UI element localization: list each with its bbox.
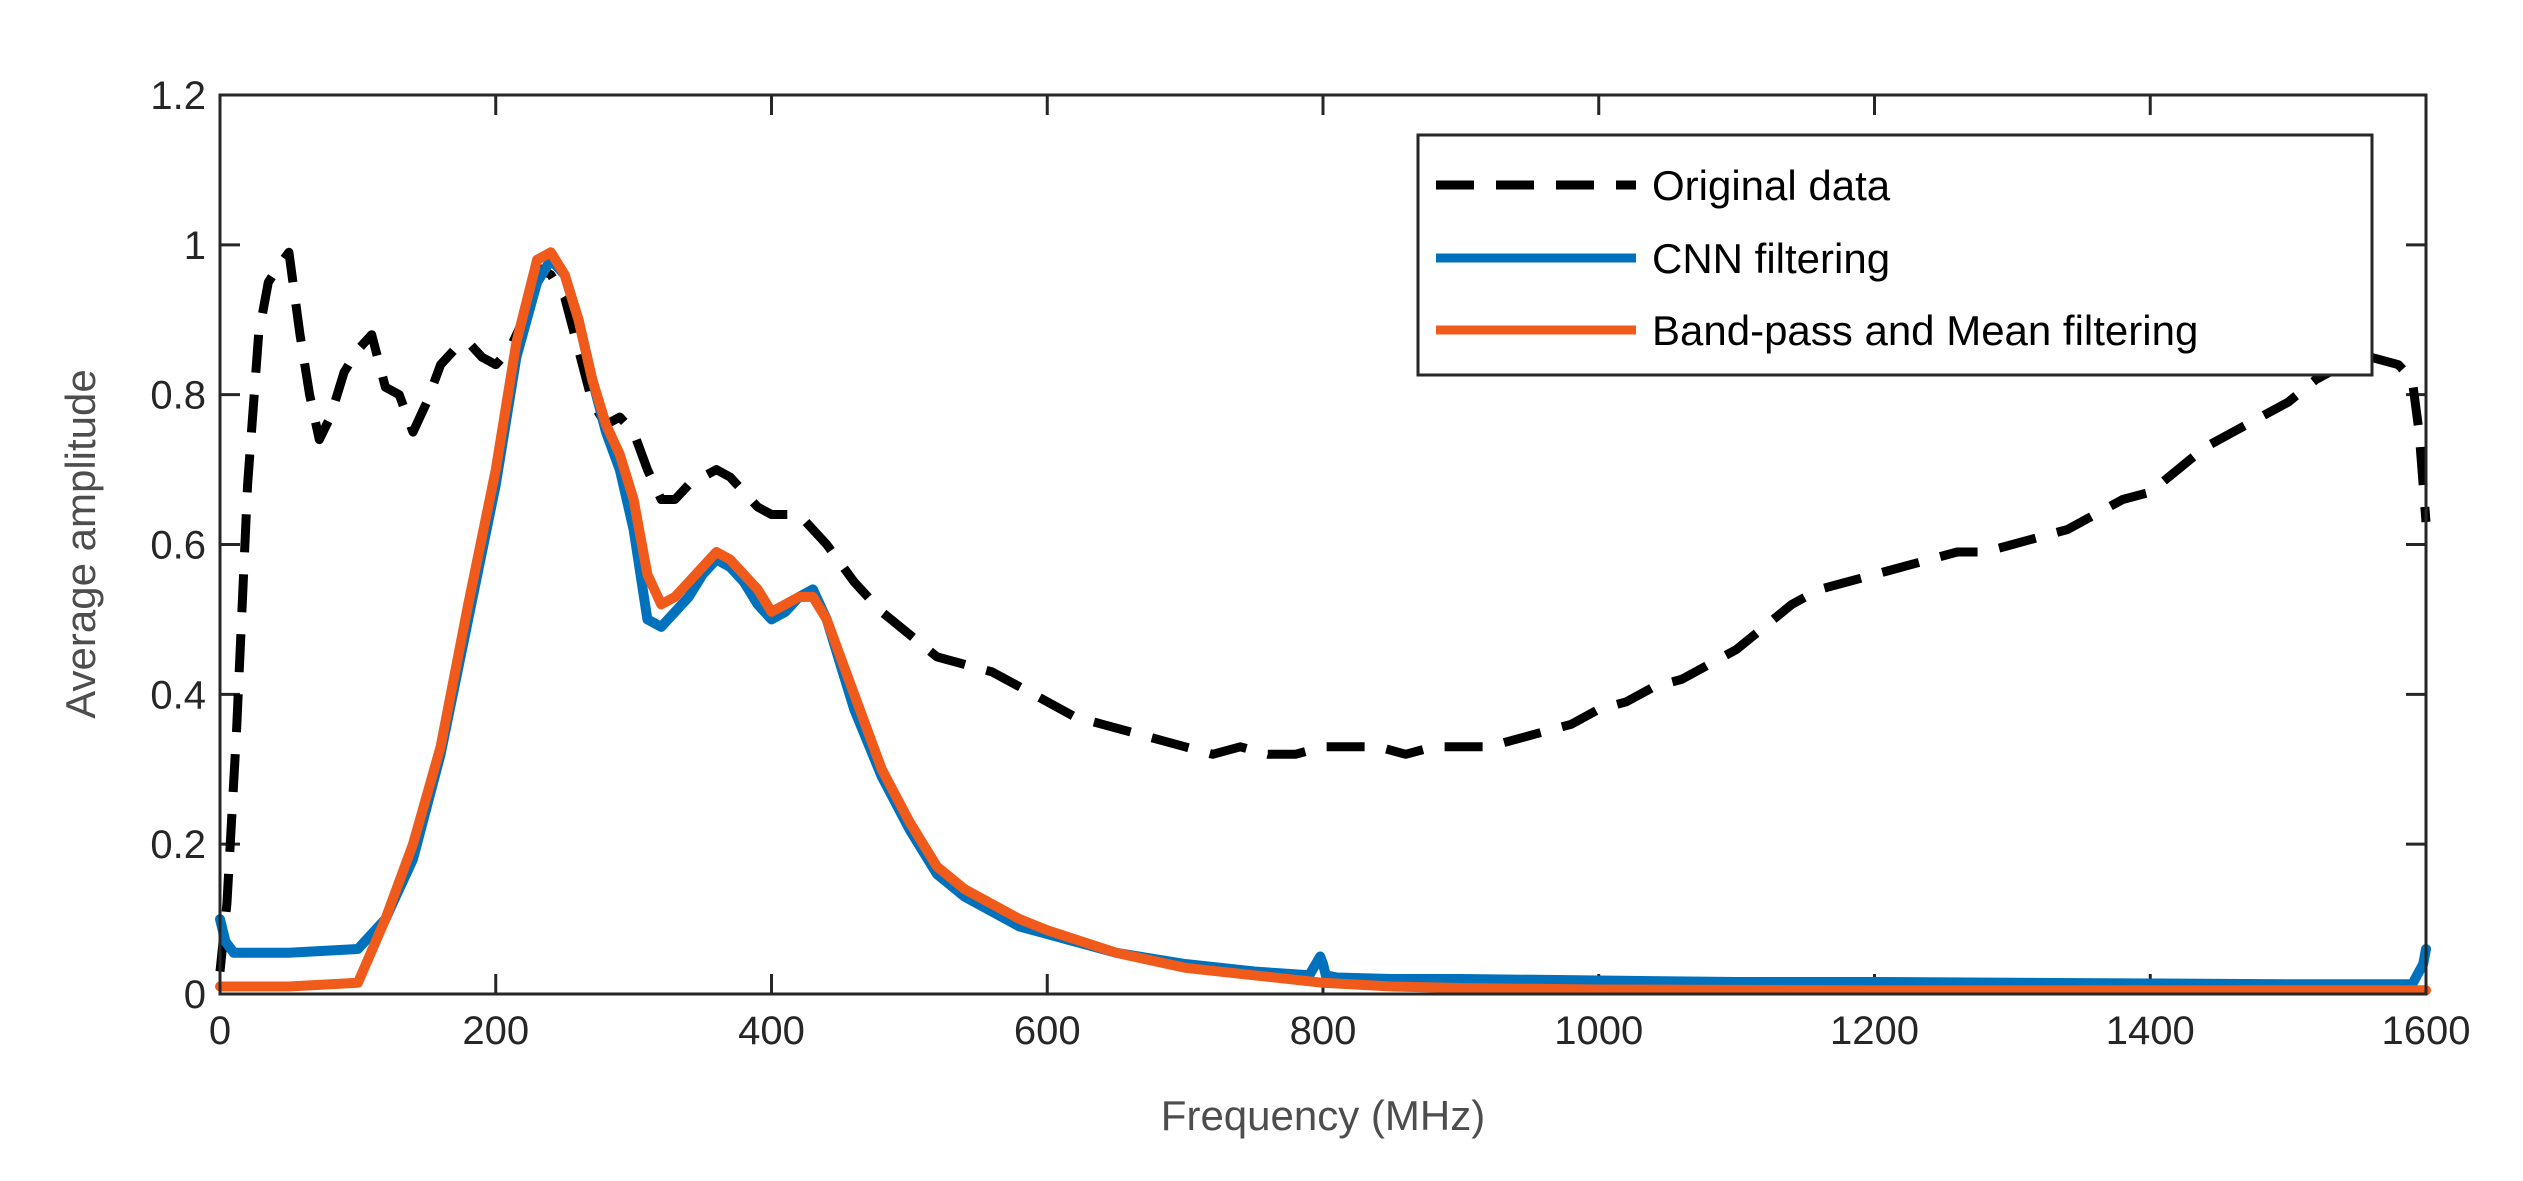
x-axis-title: Frequency (MHz) bbox=[1161, 1092, 1485, 1139]
x-tick-label: 800 bbox=[1290, 1009, 1357, 1053]
y-tick-label: 0.4 bbox=[150, 673, 206, 717]
legend-label-cnn: CNN filtering bbox=[1652, 235, 1890, 282]
y-tick-label: 0 bbox=[184, 973, 206, 1017]
series-original-data bbox=[215, 247, 2431, 972]
x-tick-label: 400 bbox=[738, 1009, 805, 1053]
y-tick-label: 0.6 bbox=[150, 524, 206, 568]
legend-label-original: Original data bbox=[1652, 162, 1891, 209]
y-tick-label: 1 bbox=[184, 224, 206, 268]
y-tick-label: 1.2 bbox=[150, 74, 206, 118]
x-tick-label: 1200 bbox=[1830, 1009, 1919, 1053]
tick-labels: 0 200 400 600 800 1000 1200 1400 1600 0 0.2 0.4 0.6 0… bbox=[150, 74, 2470, 1053]
x-tick-label: 600 bbox=[1014, 1009, 1081, 1053]
y-tick-label: 0.2 bbox=[150, 823, 206, 867]
y-axis-title: Average amplitude bbox=[57, 369, 104, 718]
x-tick-label: 200 bbox=[462, 1009, 529, 1053]
plot-frame bbox=[218, 93, 2428, 996]
x-tick-label: 1400 bbox=[2106, 1009, 2195, 1053]
x-tick-label: 0 bbox=[209, 1009, 231, 1053]
legend-label-bandpass: Band-pass and Mean filtering bbox=[1652, 307, 2198, 354]
y-tick-label: 0.8 bbox=[150, 374, 206, 418]
x-tick-label: 1600 bbox=[2382, 1009, 2471, 1053]
series-bandpass-mean-filtering bbox=[215, 247, 2431, 996]
x-tick-label: 1000 bbox=[1554, 1009, 1643, 1053]
series-layer bbox=[215, 247, 2431, 996]
legend: Original data CNN filtering Band-pass an… bbox=[1416, 133, 2374, 377]
